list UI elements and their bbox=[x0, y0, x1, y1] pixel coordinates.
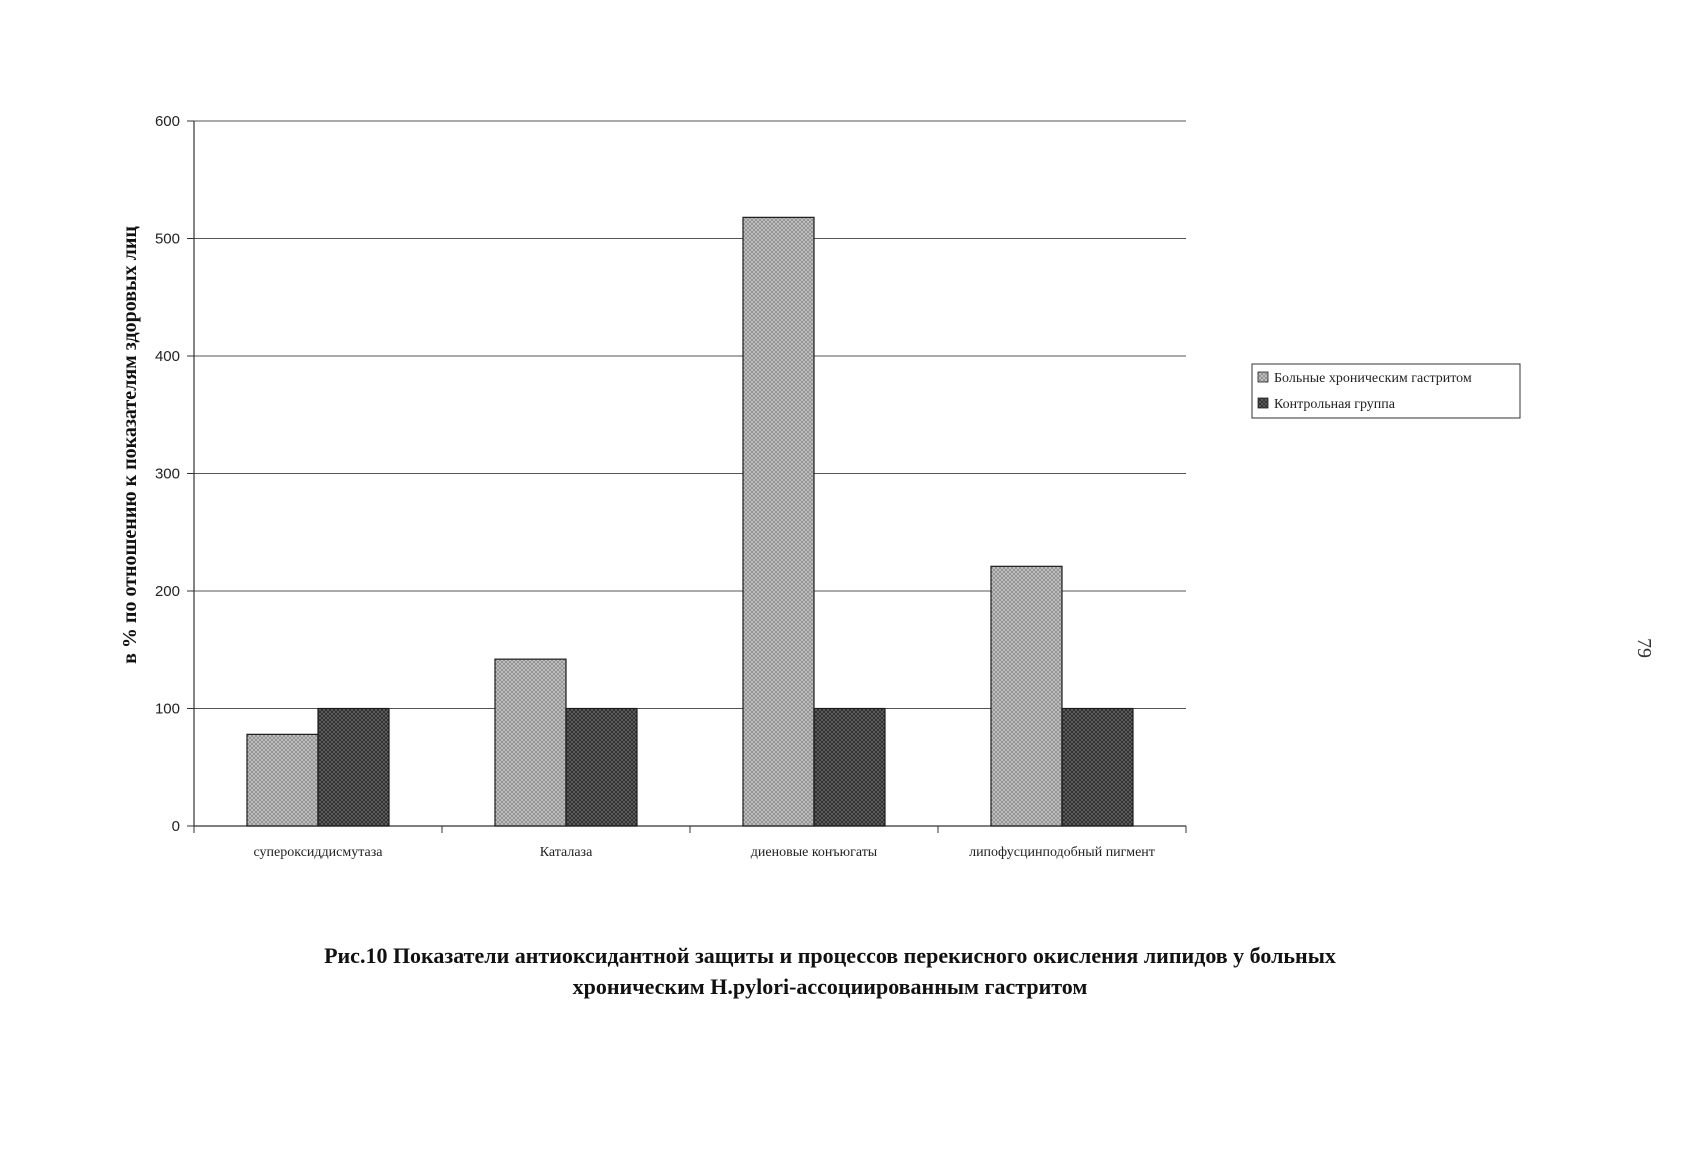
page-number: 79 bbox=[1633, 638, 1655, 658]
bar-series-1-cat-2 bbox=[494, 658, 567, 827]
legend-swatch-series-2 bbox=[1257, 397, 1269, 409]
y-tick-label-600: 600 bbox=[155, 113, 180, 130]
caption-line-2: хроническим H.pylori-ассоциированным гас… bbox=[572, 974, 1088, 999]
bar-series-2-cat-2 bbox=[565, 707, 638, 827]
axis-labels: 0 100 200 300 400 500 600 супероксиддисмутаза Ка… bbox=[155, 113, 1155, 860]
y-tick-label-200: 200 bbox=[155, 583, 180, 600]
bar-series-2-cat-3 bbox=[813, 707, 886, 827]
legend-swatch-series-1 bbox=[1257, 371, 1269, 383]
y-tick-label-100: 100 bbox=[155, 701, 180, 718]
caption-line-1: Рис.10 Показатели антиоксидантной защиты… bbox=[324, 943, 1336, 968]
y-tick-label-400: 400 bbox=[155, 348, 180, 365]
legend-box bbox=[1251, 363, 1521, 419]
legend-label-series-1: Больные хроническим гастритом bbox=[1274, 371, 1472, 386]
legend-label-series-2: Контрольная группа bbox=[1274, 397, 1396, 412]
y-tick-label-0: 0 bbox=[172, 818, 180, 835]
x-category-label-3: диеновые конъюгаты bbox=[751, 845, 878, 860]
bar-series-1-cat-1 bbox=[246, 733, 319, 827]
y-tick-label-500: 500 bbox=[155, 231, 180, 248]
x-category-label-2: Каталаза bbox=[540, 845, 593, 860]
x-category-label-1: супероксиддисмутаза bbox=[254, 845, 384, 860]
x-category-label-4: липофусцинподобный пигмент bbox=[969, 845, 1155, 860]
bars bbox=[246, 216, 1134, 827]
figure-caption: Рис.10 Показатели антиоксидантной защиты… bbox=[160, 940, 1500, 1002]
bar-series-2-cat-4 bbox=[1061, 707, 1134, 827]
legend: Больные хроническим гастритом Контрольна… bbox=[1251, 363, 1521, 419]
bar-series-1-cat-3 bbox=[742, 216, 815, 827]
y-axis-title: в % по отношению к показателям здоровых … bbox=[119, 226, 141, 664]
bar-series-2-cat-1 bbox=[317, 707, 390, 827]
bar-series-1-cat-4 bbox=[990, 565, 1063, 827]
y-tick-label-300: 300 bbox=[155, 466, 180, 483]
